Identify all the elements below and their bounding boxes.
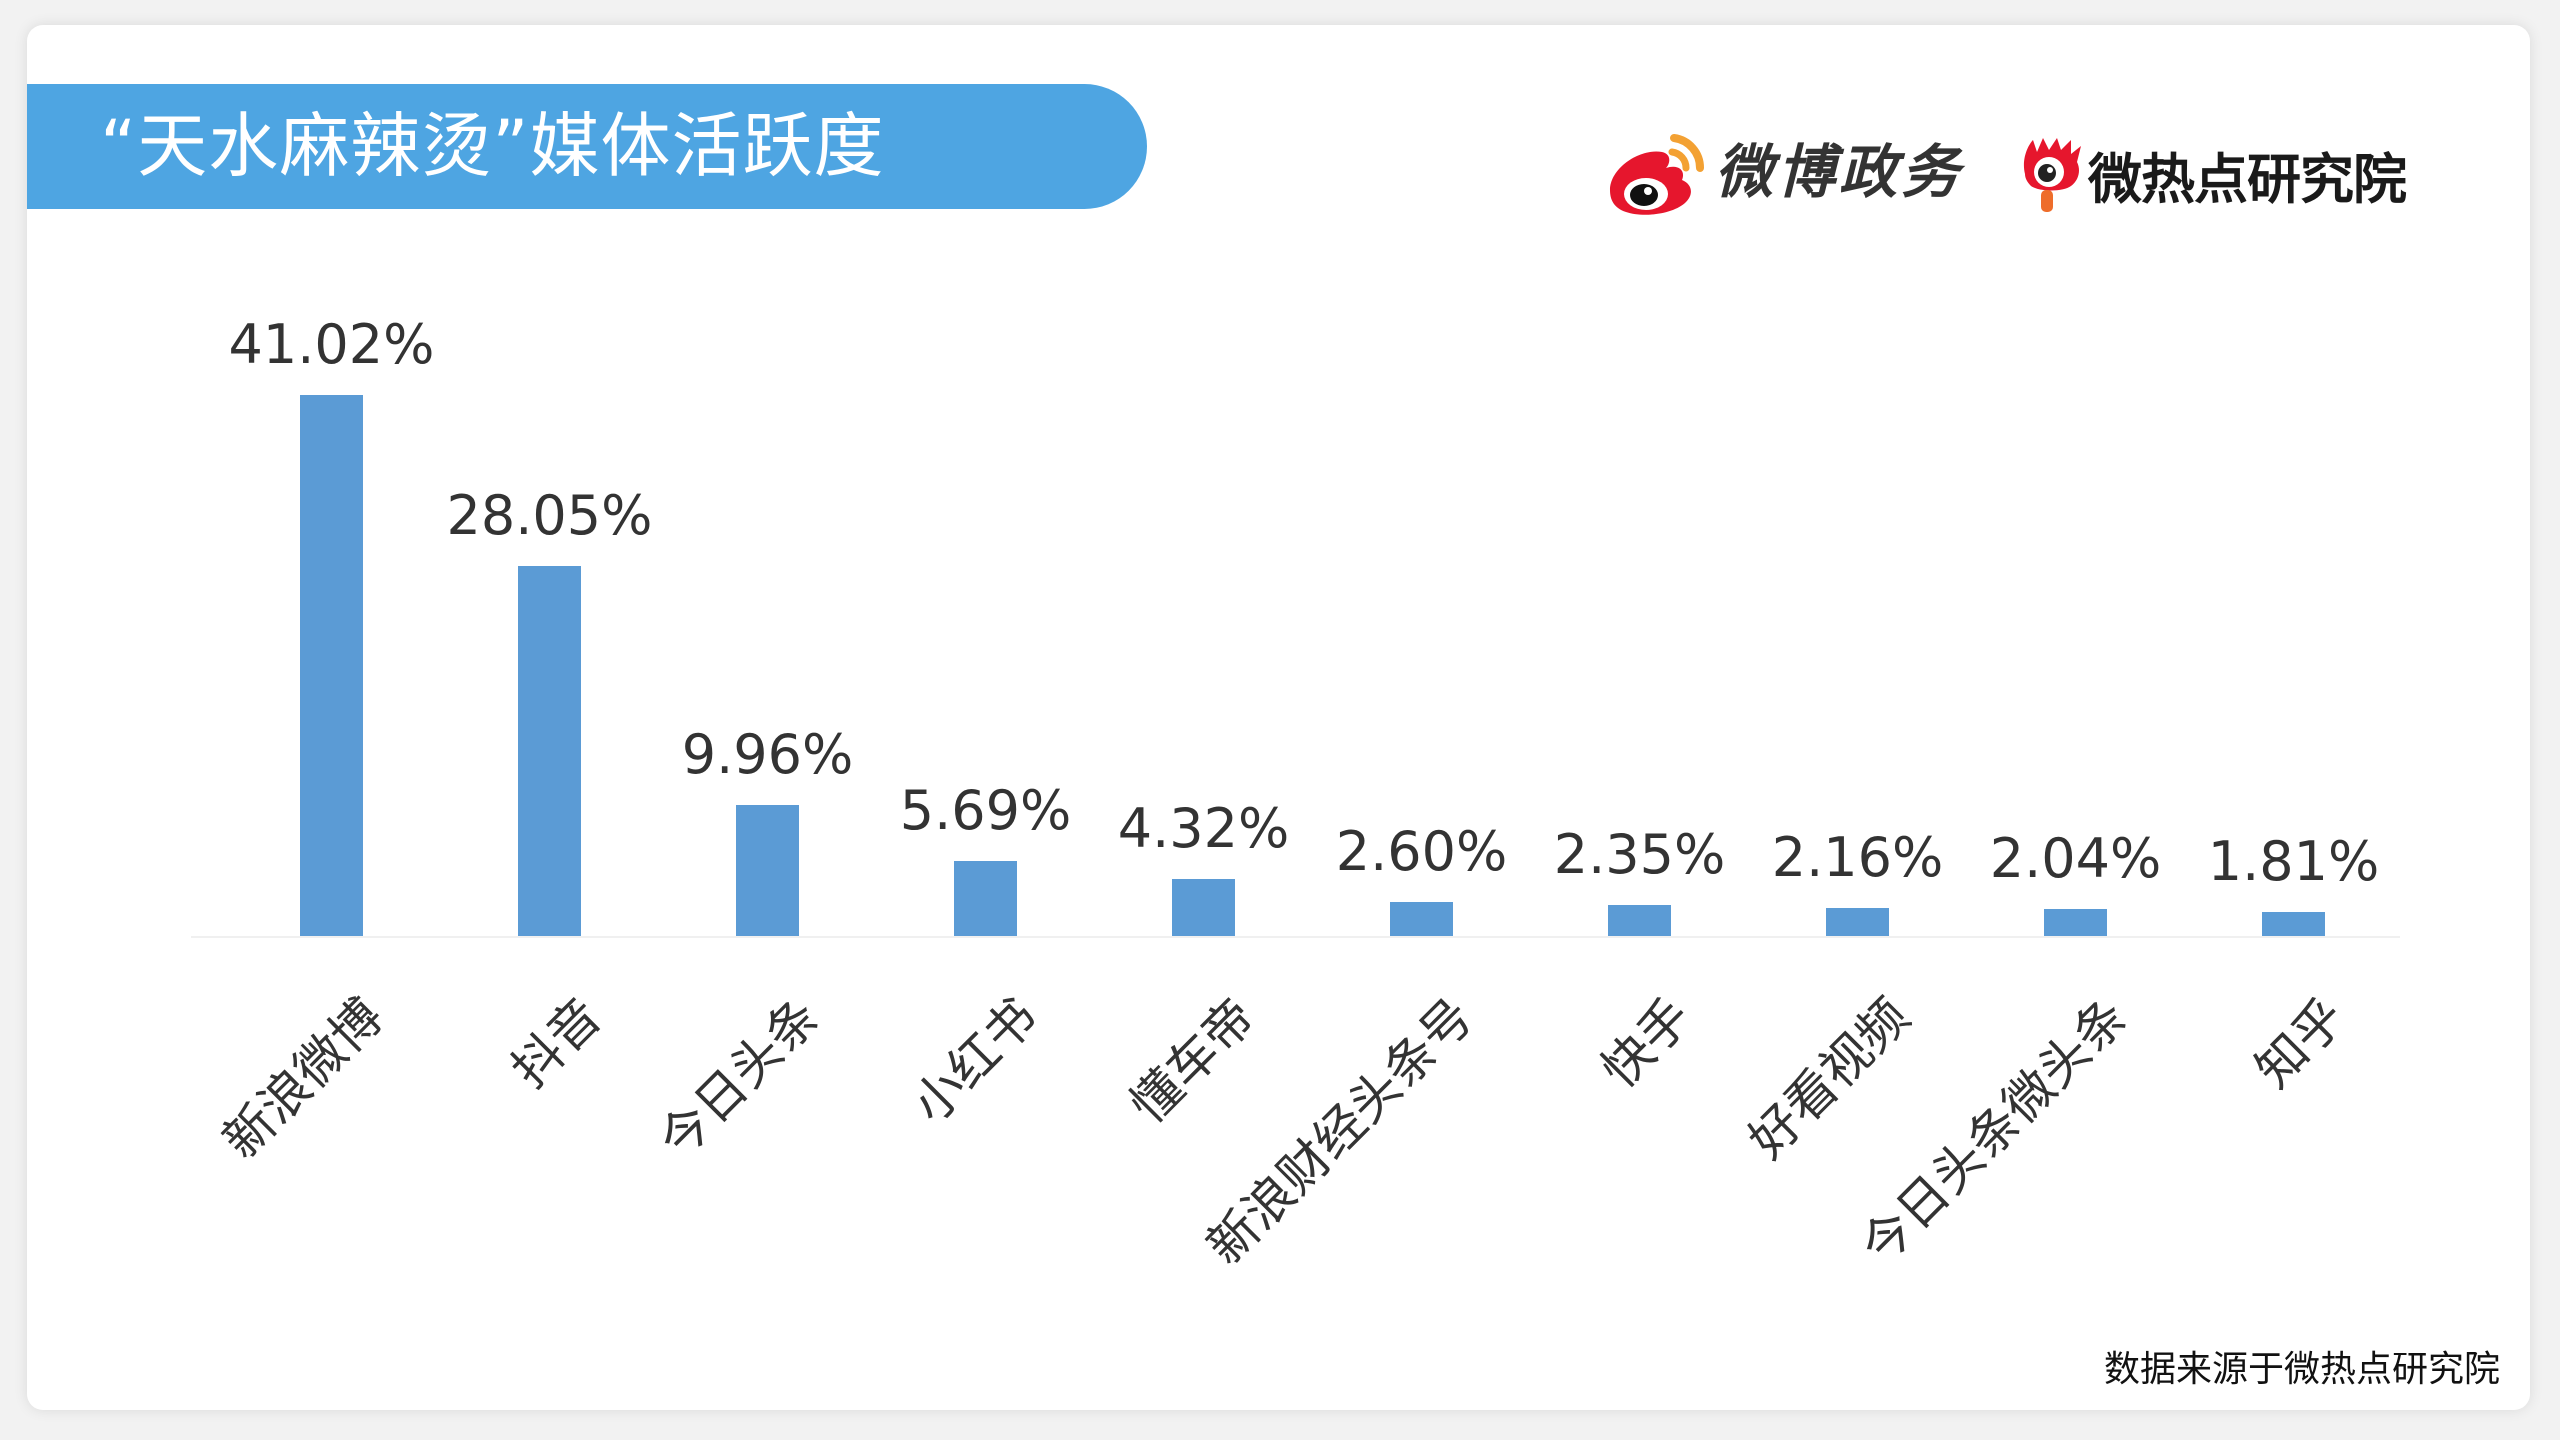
bar <box>2262 912 2325 936</box>
bar-value-label: 1.81% <box>2207 830 2380 893</box>
page-title: “天水麻辣烫”媒体活跃度 <box>100 105 885 187</box>
weibo-gov-logo-text: 微博政务 <box>1715 138 1964 206</box>
bar <box>1390 902 1453 936</box>
weiredian-eye-icon <box>2023 138 2081 212</box>
bar-value-label: 2.60% <box>1335 820 1508 883</box>
bar-value-label: 4.32% <box>1117 797 1290 860</box>
bar-value-label: 2.16% <box>1771 826 1944 889</box>
bar <box>1608 905 1671 936</box>
bar-value-label: 2.35% <box>1553 823 1726 886</box>
bar-value-label: 2.04% <box>1989 827 2162 890</box>
bar <box>736 805 799 936</box>
data-source-note: 数据来源于微热点研究院 <box>2103 1349 2500 1390</box>
bar <box>300 395 363 936</box>
bar-value-label: 9.96% <box>681 723 854 786</box>
bar <box>954 861 1017 936</box>
title-banner <box>27 84 1147 209</box>
bar <box>518 566 581 936</box>
weiredian-logo-text: 微热点研究院 <box>2088 148 2407 211</box>
weibo-eye-icon <box>1610 134 1705 215</box>
bar-value-label: 28.05% <box>446 484 653 547</box>
bar <box>1826 908 1889 936</box>
chart-card <box>27 25 2530 1410</box>
x-axis-line <box>191 936 2400 938</box>
bar-value-label: 5.69% <box>899 779 1072 842</box>
bar <box>2044 909 2107 936</box>
bar <box>1172 879 1235 936</box>
bar-value-label: 41.02% <box>228 313 435 376</box>
